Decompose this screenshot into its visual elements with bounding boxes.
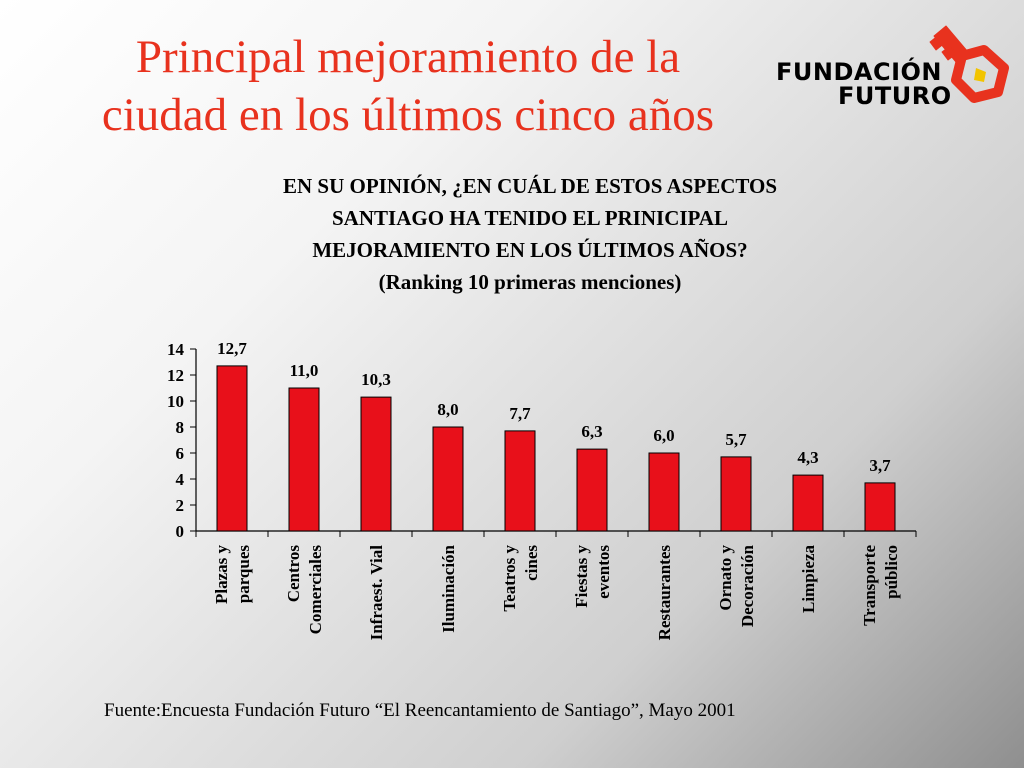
x-tick-label-line: cines	[522, 545, 541, 581]
data-label: 7,7	[509, 404, 531, 423]
slide-title-line2: ciudad en los últimos cinco años	[101, 89, 715, 141]
y-tick-label: 10	[167, 392, 184, 411]
bar	[288, 387, 320, 532]
bar	[504, 430, 536, 532]
x-tick-label-line: Decoración	[738, 544, 757, 627]
data-label: 12,7	[217, 339, 247, 358]
data-label: 5,7	[725, 430, 747, 449]
data-label: 6,0	[653, 426, 674, 445]
x-tick-label: Transporte público	[860, 545, 901, 626]
x-tick-label-line: Centros	[284, 545, 303, 603]
x-tick-label: Teatros y cines	[500, 545, 541, 612]
slide-title: Principal mejoramiento de la ciudad en l…	[28, 28, 788, 144]
question-line1: EN SU OPINIÓN, ¿EN CUÁL DE ESTOS ASPECTO…	[282, 174, 778, 198]
x-tick-label: Limpieza	[799, 545, 818, 613]
x-tick-label-line: público	[882, 545, 901, 599]
data-label: 8,0	[437, 400, 458, 419]
survey-question: EN SU OPINIÓN, ¿EN CUÁL DE ESTOS ASPECTO…	[190, 170, 870, 298]
x-tick-label-line: Ornato y	[716, 545, 735, 611]
x-tick-label-line: Fiestas y	[572, 545, 591, 608]
data-label: 4,3	[797, 448, 818, 467]
x-tick-label-line: Iluminación	[439, 544, 458, 632]
x-tick-label: Fiestas y eventos	[572, 545, 613, 608]
slide-title-line1: Principal mejoramiento de la	[135, 31, 681, 83]
data-label: 11,0	[290, 361, 319, 380]
y-tick-label: 6	[176, 444, 185, 463]
y-tick-label: 2	[176, 496, 185, 515]
question-line3: MEJORAMIENTO EN LOS ÚLTIMOS AÑOS?	[312, 238, 748, 262]
fundacion-futuro-logo: FUNDACIÓN FUTURO	[776, 22, 1012, 112]
bar	[360, 396, 392, 532]
question-line2: SANTIAGO HA TENIDO EL PRINICIPAL	[332, 206, 728, 230]
x-tick-label-line: Limpieza	[799, 545, 818, 613]
y-tick-label: 4	[176, 470, 185, 489]
x-tick-label: Plazas y parques	[212, 545, 253, 605]
bar	[792, 474, 824, 532]
bar	[864, 482, 896, 532]
x-tick-label-line: Comerciales	[306, 545, 325, 635]
y-tick-label: 0	[176, 522, 185, 541]
x-tick-label-line: eventos	[594, 545, 613, 599]
bar	[648, 452, 680, 532]
bar	[432, 426, 464, 532]
bar	[576, 448, 608, 532]
data-label: 3,7	[869, 456, 891, 475]
x-tick-label-line: Transporte	[860, 545, 879, 626]
data-label: 6,3	[581, 422, 602, 441]
data-label: 10,3	[361, 370, 391, 389]
x-tick-label-line: Teatros y	[500, 545, 519, 612]
x-tick-label-line: Plazas y	[212, 545, 231, 605]
key-icon	[929, 25, 1009, 103]
bar-chart: 0 2 4 6 8 10 12 14 12,7 Plazas y parques 11,0 Centro…	[167, 339, 917, 641]
question-line4: (Ranking 10 primeras menciones)	[378, 270, 682, 294]
x-tick-label-line: parques	[234, 545, 253, 604]
logo-text-line1: FUNDACIÓN	[776, 58, 942, 86]
source-note: Fuente:Encuesta Fundación Futuro “El Ree…	[104, 700, 736, 721]
bar	[720, 456, 752, 532]
y-tick-label: 8	[176, 418, 185, 437]
bar	[216, 365, 248, 532]
x-tick-label: Restaurantes	[655, 545, 674, 641]
x-tick-label-line: Restaurantes	[655, 545, 674, 641]
x-tick-label: Iluminación	[439, 544, 458, 632]
y-tick-label: 12	[167, 366, 184, 385]
x-tick-label-line: Infraest. Vial	[367, 545, 386, 641]
logo-text-line2: FUTURO	[838, 82, 952, 110]
x-tick-label: Ornato y Decoración	[716, 544, 757, 627]
x-tick-label: Infraest. Vial	[367, 545, 386, 641]
x-tick-label: Centros Comerciales	[284, 545, 325, 635]
y-tick-label: 14	[167, 340, 185, 359]
